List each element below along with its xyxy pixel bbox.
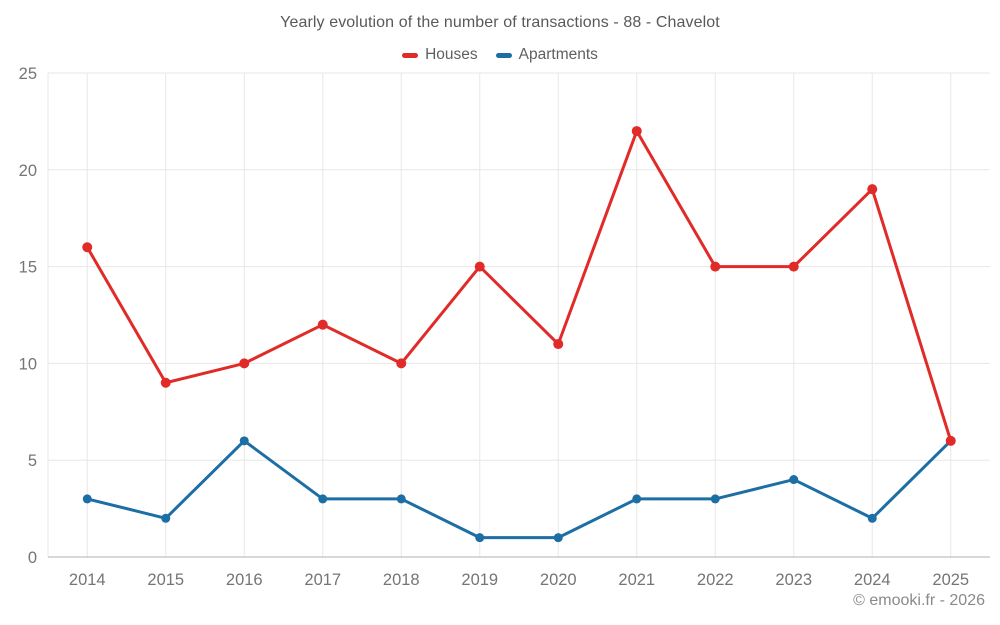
apartments-line: [85, 439, 953, 540]
houses-point-2020[interactable]: [553, 339, 564, 350]
x-tick-label: 2015: [147, 571, 184, 589]
copyright-text: © emooki.fr - 2026: [853, 592, 985, 609]
apartments-point-2018[interactable]: [396, 494, 406, 504]
x-tick-label: 2017: [304, 571, 341, 589]
apartments-point-2024[interactable]: [867, 513, 877, 523]
y-tick-label: 5: [28, 452, 37, 470]
y-tick-label: 20: [19, 162, 37, 180]
legend-label-apartments: Apartments: [518, 46, 598, 63]
apartments-point-2020[interactable]: [553, 533, 563, 543]
houses-point-2017[interactable]: [317, 319, 328, 330]
x-tick-label: 2014: [69, 571, 106, 589]
x-tick-label: 2021: [618, 571, 655, 589]
apartments-series-swatch-icon: [495, 52, 512, 58]
y-tick-label: 10: [19, 355, 37, 373]
x-tick-label: 2024: [854, 571, 891, 589]
houses-point-2023[interactable]: [788, 261, 799, 272]
houses-point-2018[interactable]: [396, 358, 407, 369]
gridlines: [48, 72, 990, 557]
y-tick-label: 0: [28, 549, 37, 567]
houses-point-2021[interactable]: [631, 126, 642, 137]
y-axis-labels: 0 5 10 15 20 25: [19, 65, 37, 567]
apartments-point-2022[interactable]: [710, 494, 720, 504]
apartments-point-2017[interactable]: [318, 494, 328, 504]
y-tick-label: 25: [19, 65, 37, 83]
x-tick-label: 2020: [540, 571, 577, 589]
x-axis-labels: 2014 2015 2016 2017 2018 2019 2020 2021 2022 2023…: [69, 571, 969, 589]
x-tick-label: 2022: [697, 571, 734, 589]
y-tick-label: 15: [19, 259, 37, 277]
houses-point-2016[interactable]: [239, 358, 250, 369]
chart-title: Yearly evolution of the number of transa…: [280, 14, 720, 31]
apartments-point-2015[interactable]: [161, 513, 171, 523]
apartments-point-2019[interactable]: [475, 533, 485, 543]
x-tick-label: 2019: [461, 571, 498, 589]
houses-series-swatch-icon: [402, 52, 419, 58]
apartments-point-2021[interactable]: [632, 494, 642, 504]
houses-point-2015[interactable]: [160, 377, 171, 388]
apartments-point-2023[interactable]: [789, 475, 799, 485]
x-tick-label: 2023: [775, 571, 812, 589]
series-apartments: [82, 436, 956, 543]
houses-point-2014[interactable]: [82, 242, 93, 253]
apartments-point-2014[interactable]: [82, 494, 92, 504]
legend: Houses Apartments: [0, 45, 1000, 65]
houses-point-2022[interactable]: [710, 261, 721, 272]
houses-line: [85, 129, 953, 443]
x-tick-label: 2016: [226, 571, 263, 589]
apartments-point-2016[interactable]: [239, 436, 249, 446]
houses-point-2024[interactable]: [867, 184, 878, 195]
legend-item-apartments[interactable]: Apartments: [495, 46, 598, 64]
series-houses: [82, 126, 956, 446]
x-tick-label: 2018: [383, 571, 420, 589]
legend-label-houses: Houses: [425, 46, 478, 63]
houses-point-2019[interactable]: [474, 261, 485, 272]
legend-item-houses[interactable]: Houses: [402, 46, 478, 64]
houses-point-2025[interactable]: [945, 435, 956, 446]
x-tick-label: 2025: [932, 571, 969, 589]
